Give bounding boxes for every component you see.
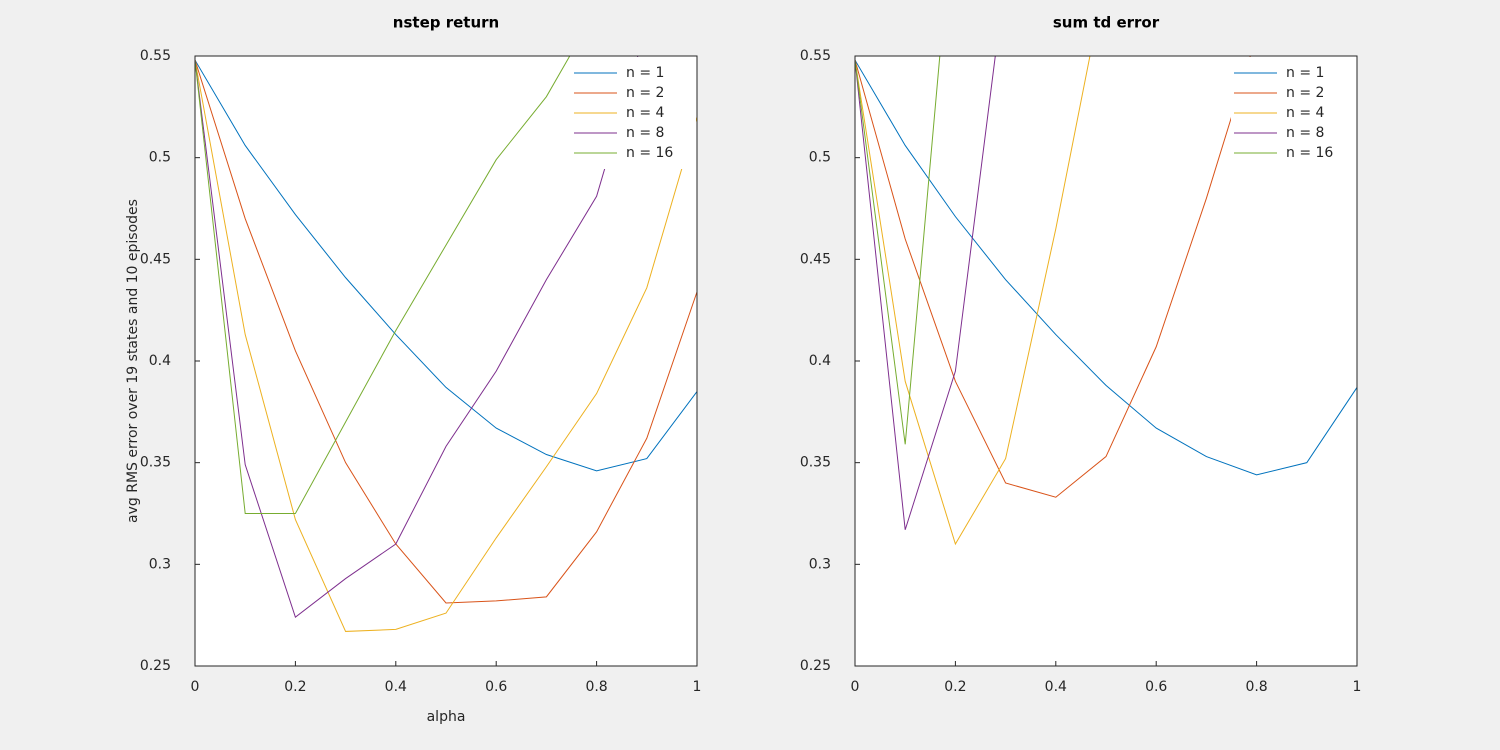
legend-label: n = 1 bbox=[626, 65, 664, 81]
axes-box bbox=[854, 55, 1358, 667]
y-tick-label: 0.45 bbox=[800, 251, 831, 267]
chart-title: nstep return bbox=[393, 14, 499, 32]
x-axis-label: alpha bbox=[427, 709, 466, 725]
data-line bbox=[855, 56, 996, 530]
x-tick-label: 0.2 bbox=[944, 679, 966, 695]
data-line bbox=[855, 56, 941, 445]
data-line bbox=[855, 56, 1251, 498]
y-tick-label: 0.3 bbox=[809, 556, 831, 572]
x-tick-label: 0 bbox=[191, 679, 200, 695]
y-tick-label: 0.55 bbox=[140, 48, 171, 64]
plot-lines bbox=[855, 56, 1357, 546]
x-tick-label: 0.4 bbox=[385, 679, 407, 695]
data-line bbox=[195, 56, 571, 514]
legend-label: n = 8 bbox=[626, 125, 664, 141]
data-line bbox=[855, 59, 1357, 476]
legend-label: n = 2 bbox=[1286, 85, 1324, 101]
data-line bbox=[195, 59, 697, 632]
legend-label: n = 16 bbox=[626, 145, 673, 161]
axes-box bbox=[194, 55, 698, 667]
x-tick-label: 0 bbox=[851, 679, 860, 695]
y-tick-label: 0.25 bbox=[800, 658, 831, 674]
data-line bbox=[195, 59, 697, 472]
y-tick-label: 0.35 bbox=[800, 455, 831, 471]
x-tick-label: 0.8 bbox=[585, 679, 607, 695]
x-tick-label: 1 bbox=[1353, 679, 1362, 695]
legend-label: n = 1 bbox=[1286, 65, 1324, 81]
x-tick-label: 0.6 bbox=[1145, 679, 1167, 695]
y-tick-label: 0.4 bbox=[809, 353, 831, 369]
x-tick-label: 1 bbox=[693, 679, 702, 695]
legend-label: n = 4 bbox=[626, 105, 665, 121]
legend-label: n = 8 bbox=[1286, 125, 1324, 141]
legend-label: n = 16 bbox=[1286, 145, 1333, 161]
plot-lines bbox=[195, 56, 697, 632]
y-tick-label: 0.45 bbox=[140, 251, 171, 267]
legend-label: n = 2 bbox=[626, 85, 664, 101]
y-tick-label: 0.35 bbox=[140, 455, 171, 471]
data-line bbox=[195, 59, 697, 604]
y-tick-label: 0.5 bbox=[809, 150, 831, 166]
x-tick-label: 0.4 bbox=[1045, 679, 1067, 695]
y-tick-label: 0.3 bbox=[149, 556, 171, 572]
x-tick-label: 0.2 bbox=[284, 679, 306, 695]
y-axis-label: avg RMS error over 19 states and 10 epis… bbox=[125, 199, 141, 523]
chart-title: sum td error bbox=[1053, 14, 1160, 32]
data-line bbox=[855, 56, 1091, 546]
y-tick-label: 0.25 bbox=[140, 658, 171, 674]
x-tick-label: 0.6 bbox=[485, 679, 507, 695]
legend-label: n = 4 bbox=[1286, 105, 1325, 121]
y-tick-label: 0.5 bbox=[149, 150, 171, 166]
y-tick-label: 0.55 bbox=[800, 48, 831, 64]
y-tick-label: 0.4 bbox=[149, 353, 171, 369]
x-tick-label: 0.8 bbox=[1245, 679, 1267, 695]
